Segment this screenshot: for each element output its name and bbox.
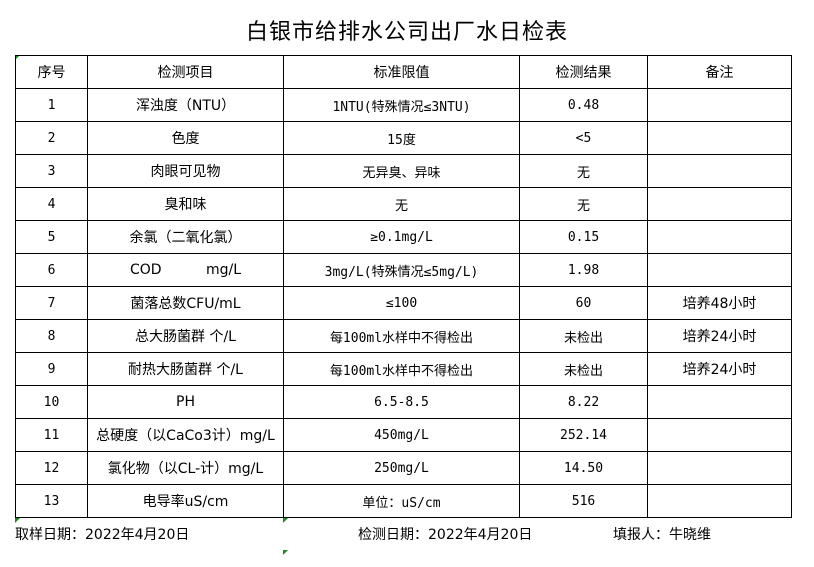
test-result: 无 (519, 187, 648, 221)
standard-limit: ≤100 (283, 286, 520, 320)
remark (647, 418, 792, 452)
test-result: 无 (519, 154, 648, 188)
table-header-row: 序号 检测项目 标准限值 检测结果 备注 (15, 55, 792, 89)
test-item: 氯化物（以CL-计）mg/L (87, 451, 284, 485)
row-number: 10 (15, 385, 88, 419)
row-number: 7 (15, 286, 88, 320)
page-title: 白银市给排水公司出厂水日检表 (245, 20, 568, 45)
row-number: 12 (15, 451, 88, 485)
row-number: 8 (15, 319, 88, 353)
test-result: 252.14 (519, 418, 648, 452)
test-item: 色度 (87, 121, 284, 155)
row-number: 5 (15, 220, 88, 254)
standard-limit: 3mg/L(特殊情况≤5mg/L) (283, 253, 520, 287)
remark (647, 253, 792, 287)
standard-limit: 15度 (283, 121, 520, 155)
table-row: 10 PH 6.5-8.5 8.22 (15, 385, 792, 419)
water-quality-table: 序号 检测项目 标准限值 检测结果 备注 1 浑浊度（NTU） 1NTU(特殊情况≤… (15, 55, 792, 518)
header-limit: 标准限值 (283, 55, 520, 89)
row-number: 4 (15, 187, 88, 221)
standard-limit: 无 (283, 187, 520, 221)
row-number: 13 (15, 484, 88, 518)
row-number: 2 (15, 121, 88, 155)
table-row: 7 菌落总数CFU/mL ≤100 60 培养48小时 (15, 286, 792, 320)
test-item: 耐热大肠菌群 个/L (87, 352, 284, 386)
row-number: 3 (15, 154, 88, 188)
row-number: 11 (15, 418, 88, 452)
row-number: 9 (15, 352, 88, 386)
header-no: 序号 (15, 55, 88, 89)
sample-date: 取样日期：2022年4月20日 (15, 527, 190, 543)
remark (647, 121, 792, 155)
standard-limit: 无异臭、异味 (283, 154, 520, 188)
remark: 培养48小时 (647, 286, 792, 320)
table-row: 9 耐热大肠菌群 个/L 每100ml水样中不得检出 未检出 培养24小时 (15, 352, 792, 386)
filled-by: 填报人：牛晓维 (613, 527, 711, 543)
test-result: <5 (519, 121, 648, 155)
test-result: 未检出 (519, 352, 648, 386)
test-result: 60 (519, 286, 648, 320)
standard-limit: ≥0.1mg/L (283, 220, 520, 254)
remark (647, 451, 792, 485)
standard-limit: 单位：uS/cm (283, 484, 520, 518)
test-item: 余氯（二氧化氯） (87, 220, 284, 254)
table-row: 5 余氯（二氧化氯） ≥0.1mg/L 0.15 (15, 220, 792, 254)
test-result: 8.22 (519, 385, 648, 419)
cell-marker-icon (283, 518, 288, 523)
test-result: 未检出 (519, 319, 648, 353)
standard-limit: 每100ml水样中不得检出 (283, 352, 520, 386)
table-row: 6 COD mg/L 3mg/L(特殊情况≤5mg/L) 1.98 (15, 253, 792, 287)
test-item: 臭和味 (87, 187, 284, 221)
table-row: 2 色度 15度 <5 (15, 121, 792, 155)
test-item: 电导率uS/cm (87, 484, 284, 518)
test-item: 肉眼可见物 (87, 154, 284, 188)
remark: 培养24小时 (647, 352, 792, 386)
remark: 培养24小时 (647, 319, 792, 353)
test-result: 516 (519, 484, 648, 518)
test-date: 检测日期：2022年4月20日 (358, 527, 533, 543)
test-result: 0.15 (519, 220, 648, 254)
remark (647, 220, 792, 254)
remark (647, 154, 792, 188)
test-result: 0.48 (519, 88, 648, 122)
standard-limit: 450mg/L (283, 418, 520, 452)
standard-limit: 1NTU(特殊情况≤3NTU) (283, 88, 520, 122)
test-result: 1.98 (519, 253, 648, 287)
cell-marker-icon (283, 550, 288, 555)
test-result: 14.50 (519, 451, 648, 485)
header-note: 备注 (647, 55, 792, 89)
standard-limit: 每100ml水样中不得检出 (283, 319, 520, 353)
row-number: 6 (15, 253, 88, 287)
test-item: 总大肠菌群 个/L (87, 319, 284, 353)
row-number: 1 (15, 88, 88, 122)
remark (647, 187, 792, 221)
table-row: 11 总硬度（以CaCo3计）mg/L 450mg/L 252.14 (15, 418, 792, 452)
test-item: 菌落总数CFU/mL (87, 286, 284, 320)
remark (647, 385, 792, 419)
table-row: 3 肉眼可见物 无异臭、异味无 (15, 154, 792, 188)
remark (647, 88, 792, 122)
test-item: 总硬度（以CaCo3计）mg/L (87, 418, 284, 452)
table-row: 1 浑浊度（NTU） 1NTU(特殊情况≤3NTU) 0.48 (15, 88, 792, 122)
table-row: 13 电导率uS/cm 单位：uS/cm 516 (15, 484, 792, 518)
table-row: 8 总大肠菌群 个/L 每100ml水样中不得检出 未检出 培养24小时 (15, 319, 792, 353)
cell-marker-icon (15, 518, 20, 523)
test-item: 浑浊度（NTU） (87, 88, 284, 122)
table-row: 12 氯化物（以CL-计）mg/L 250mg/L 14.50 (15, 451, 792, 485)
header-result: 检测结果 (519, 55, 648, 89)
test-item: COD mg/L (87, 253, 284, 287)
standard-limit: 6.5-8.5 (283, 385, 520, 419)
test-item: PH (87, 385, 284, 419)
header-item: 检测项目 (87, 55, 284, 89)
standard-limit: 250mg/L (283, 451, 520, 485)
remark (647, 484, 792, 518)
table-row: 4 臭和味无无 (15, 187, 792, 221)
